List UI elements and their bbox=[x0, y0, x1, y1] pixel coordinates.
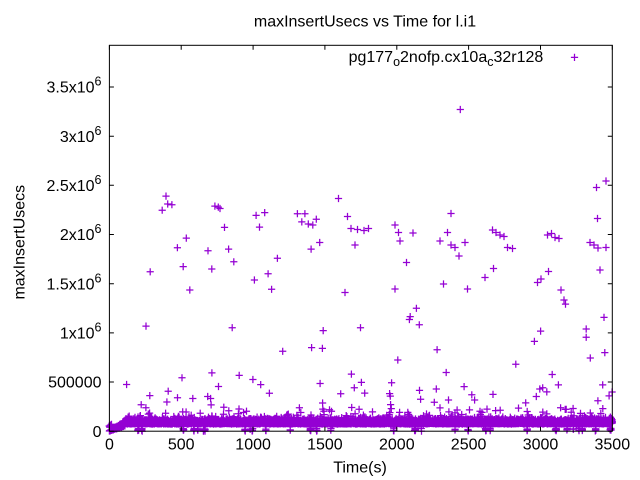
svg-text:2500: 2500 bbox=[451, 437, 487, 454]
svg-text:1x106: 1x106 bbox=[60, 321, 102, 343]
svg-text:0: 0 bbox=[93, 424, 102, 441]
svg-text:maxInsertUsecs vs Time for l.i: maxInsertUsecs vs Time for l.i1 bbox=[254, 14, 476, 31]
svg-text:3.5x106: 3.5x106 bbox=[47, 75, 102, 97]
svg-text:3x106: 3x106 bbox=[60, 124, 102, 146]
svg-text:Time(s): Time(s) bbox=[333, 459, 387, 476]
svg-text:1.5x106: 1.5x106 bbox=[47, 271, 102, 293]
svg-text:1500: 1500 bbox=[307, 437, 343, 454]
svg-text:0: 0 bbox=[105, 437, 114, 454]
svg-text:2000: 2000 bbox=[379, 437, 415, 454]
svg-text:2x106: 2x106 bbox=[60, 222, 102, 244]
svg-text:pg177o2nofp.cx10ac32r128: pg177o2nofp.cx10ac32r128 bbox=[349, 49, 544, 69]
svg-text:3500: 3500 bbox=[595, 437, 631, 454]
svg-text:2.5x106: 2.5x106 bbox=[47, 173, 102, 195]
svg-text:1000: 1000 bbox=[235, 437, 271, 454]
svg-text:3000: 3000 bbox=[523, 437, 559, 454]
svg-text:500: 500 bbox=[168, 437, 195, 454]
svg-text:500000: 500000 bbox=[48, 375, 101, 392]
svg-text:maxInsertUsecs: maxInsertUsecs bbox=[11, 185, 28, 300]
